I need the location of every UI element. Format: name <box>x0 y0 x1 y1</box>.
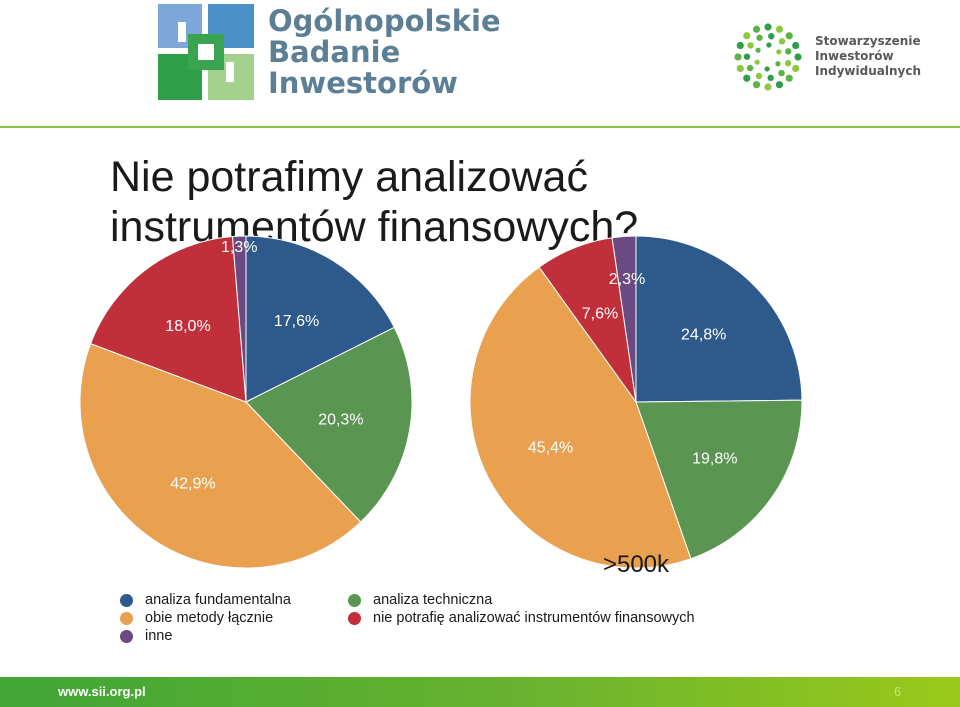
slide-title-line: Nie potrafimy analizować <box>110 153 588 201</box>
obi-wordmark-line: Ogólnopolskie <box>268 4 501 38</box>
obi-wordmark: Ogólnopolskie Badanie Inwestorów <box>268 6 501 99</box>
pie-slice <box>79 342 362 569</box>
pie-chart: 17,6% 20,3% 42,9% 18,0% 1,3% <box>79 235 413 569</box>
header-divider <box>0 126 960 128</box>
slice-value-label: 19,8% <box>692 450 737 467</box>
pie-slice <box>469 266 692 569</box>
legend-label: obie metody łącznie <box>145 610 274 626</box>
chart-legend: analiza fundamentalna analiza techniczna… <box>120 592 840 652</box>
legend-swatch <box>348 611 361 625</box>
pie-slice <box>89 236 247 403</box>
slice-value-label: 42,9% <box>170 475 215 492</box>
legend-label: inne <box>145 628 173 644</box>
legend-swatch <box>348 593 361 607</box>
footer-bar: www.sii.org.pl 6 <box>0 677 960 707</box>
pie-charts: 17,6% 20,3% 42,9% 18,0% 1,3% 24,8% 19,8% 45,4% 7… <box>79 235 803 578</box>
page-number: 6 <box>894 684 902 699</box>
slice-value-label: 24,8% <box>681 327 726 344</box>
pie-slice <box>635 235 803 403</box>
sii-wordmark: Stowarzyszenie Inwestorów Indywidualnych <box>815 34 921 79</box>
slice-value-label: 2,3% <box>609 271 645 288</box>
obi-logo: Ogólnopolskie Badanie Inwestorów <box>158 4 501 102</box>
pie-slice <box>231 235 247 403</box>
slice-value-label: 1,3% <box>221 239 257 256</box>
pie-slice <box>611 235 637 403</box>
legend-label: analiza fundamentalna <box>145 592 291 608</box>
slice-value-label: 20,3% <box>318 411 363 428</box>
legend-item-inne: inne <box>120 628 172 644</box>
pie-slice <box>245 326 413 523</box>
legend-swatch <box>120 611 133 625</box>
legend-swatch <box>120 593 133 607</box>
slice-value-label: 17,6% <box>274 313 319 330</box>
chart-subtitle: >500k <box>603 551 670 578</box>
pie-slice <box>245 235 395 403</box>
slice-value-label: 7,6% <box>582 306 618 323</box>
sii-wordmark-line: Indywidualnych <box>815 64 921 78</box>
legend-swatch <box>120 629 133 643</box>
slice-value-label: 18,0% <box>165 318 210 335</box>
legend-label: nie potrafię analizować instrumentów fin… <box>373 610 695 626</box>
footer-url[interactable]: www.sii.org.pl <box>58 684 146 699</box>
pie-slice <box>635 399 803 560</box>
sii-wordmark-line: Stowarzyszenie <box>815 34 921 48</box>
legend-item-nie-potrafie: nie potrafię analizować instrumentów fin… <box>348 610 695 626</box>
obi-puzzle-logo-icon <box>158 4 254 100</box>
sii-dotted-circle-logo-icon <box>734 23 802 91</box>
obi-wordmark-line: Inwestorów <box>268 66 458 100</box>
legend-label: analiza techniczna <box>373 592 493 608</box>
legend-item-techniczna: analiza techniczna <box>348 592 492 608</box>
pie-chart: 24,8% 19,8% 45,4% 7,6% 2,3% >500k <box>469 235 803 578</box>
slice-value-label: 45,4% <box>528 439 573 456</box>
legend-item-obie: obie metody łącznie <box>120 610 273 626</box>
legend-item-fundamentalna: analiza fundamentalna <box>120 592 291 608</box>
sii-logo: Stowarzyszenie Inwestorów Indywidualnych <box>733 22 933 92</box>
obi-wordmark-line: Badanie <box>268 35 401 69</box>
sii-wordmark-line: Inwestorów <box>815 49 894 63</box>
